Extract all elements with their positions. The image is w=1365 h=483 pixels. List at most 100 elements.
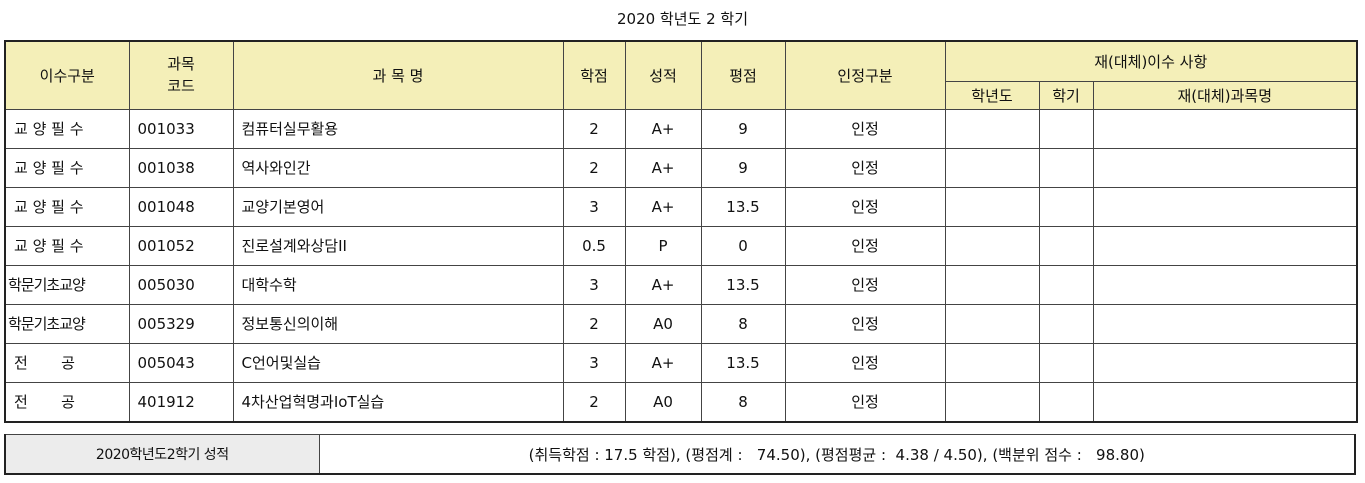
cell-point: 9 (700, 147, 786, 188)
cell-recognition: 인정 (784, 381, 946, 422)
cell-name: 4차산업혁명과IoT실습 (232, 381, 564, 422)
cell-name: C언어및실습 (232, 342, 564, 383)
cell-retake-year (944, 264, 1040, 305)
summary-value: (취득학점 : 17.5 학점), (평점계 : 74.50), (평점평균 :… (318, 434, 1356, 475)
cell-credit: 2 (562, 108, 626, 149)
header-grade: 성적 (624, 40, 702, 110)
cell-retake-term (1038, 108, 1094, 149)
summary-row: 2020학년도2학기 성적 (취득학점 : 17.5 학점), (평점계 : 7… (4, 434, 1356, 475)
cell-name: 대학수학 (232, 264, 564, 305)
cell-retake-year (944, 147, 1040, 188)
cell-name: 역사와인간 (232, 147, 564, 188)
table-row: 교 양 필 수 001033 컴퓨터실무활용 2 A+ 9 인정 (4, 108, 1358, 149)
cell-category: 전 공 (4, 381, 130, 422)
cell-retake-term (1038, 342, 1094, 383)
cell-code: 005043 (128, 342, 234, 383)
cell-credit: 3 (562, 264, 626, 305)
header-name: 과 목 명 (232, 40, 564, 110)
cell-name: 교양기본영어 (232, 186, 564, 227)
cell-name: 진로설계와상담II (232, 225, 564, 266)
cell-code: 005329 (128, 303, 234, 344)
header-retake-name: 재(대체)과목명 (1092, 80, 1358, 110)
cell-name: 정보통신의이해 (232, 303, 564, 344)
cell-retake-term (1038, 225, 1094, 266)
cell-credit: 2 (562, 147, 626, 188)
cell-retake-name (1092, 264, 1358, 305)
cell-category: 교 양 필 수 (4, 108, 130, 149)
header-retake-group: 재(대체)이수 사항 (944, 40, 1358, 82)
table-row: 교 양 필 수 001038 역사와인간 2 A+ 9 인정 (4, 147, 1358, 188)
cell-recognition: 인정 (784, 147, 946, 188)
cell-grade: A+ (624, 342, 702, 383)
table-row: 학문기초교양 005030 대학수학 3 A+ 13.5 인정 (4, 264, 1358, 305)
cell-retake-year (944, 108, 1040, 149)
cell-grade: P (624, 225, 702, 266)
cell-retake-year (944, 303, 1040, 344)
cell-credit: 3 (562, 186, 626, 227)
cell-point: 13.5 (700, 264, 786, 305)
cell-retake-year (944, 381, 1040, 422)
cell-category: 학문기초교양 (4, 303, 130, 344)
table-row: 학문기초교양 005329 정보통신의이해 2 A0 8 인정 (4, 303, 1358, 344)
cell-retake-name (1092, 108, 1358, 149)
summary-label: 2020학년도2학기 성적 (4, 434, 320, 475)
table-row: 교 양 필 수 001048 교양기본영어 3 A+ 13.5 인정 (4, 186, 1358, 227)
header-row: 이수구분 과목 코드 과 목 명 학점 성적 평점 인정구분 재(대체)이수 사… (4, 40, 1358, 110)
table-row: 전 공 401912 4차산업혁명과IoT실습 2 A0 8 인정 (4, 381, 1358, 422)
cell-retake-name (1092, 381, 1358, 422)
cell-recognition: 인정 (784, 303, 946, 344)
cell-retake-year (944, 342, 1040, 383)
cell-category: 교 양 필 수 (4, 147, 130, 188)
cell-recognition: 인정 (784, 264, 946, 305)
cell-code: 001052 (128, 225, 234, 266)
cell-retake-name (1092, 147, 1358, 188)
cell-point: 0 (700, 225, 786, 266)
table-row: 전 공 005043 C언어및실습 3 A+ 13.5 인정 (4, 342, 1358, 383)
cell-grade: A0 (624, 303, 702, 344)
cell-category: 학문기초교양 (4, 264, 130, 305)
cell-point: 13.5 (700, 186, 786, 227)
header-point: 평점 (700, 40, 786, 110)
cell-recognition: 인정 (784, 225, 946, 266)
cell-retake-term (1038, 303, 1094, 344)
cell-credit: 3 (562, 342, 626, 383)
cell-recognition: 인정 (784, 342, 946, 383)
header-recognition: 인정구분 (784, 40, 946, 110)
cell-code: 001033 (128, 108, 234, 149)
cell-category: 교 양 필 수 (4, 225, 130, 266)
cell-grade: A+ (624, 147, 702, 188)
cell-retake-name (1092, 303, 1358, 344)
header-retake-year: 학년도 (944, 80, 1040, 110)
cell-code: 401912 (128, 381, 234, 422)
table-row: 교 양 필 수 001052 진로설계와상담II 0.5 P 0 인정 (4, 225, 1358, 266)
cell-credit: 0.5 (562, 225, 626, 266)
cell-category: 교 양 필 수 (4, 186, 130, 227)
cell-category: 전 공 (4, 342, 130, 383)
header-retake-term: 학기 (1038, 80, 1094, 110)
cell-point: 9 (700, 108, 786, 149)
cell-credit: 2 (562, 381, 626, 422)
cell-retake-name (1092, 186, 1358, 227)
cell-retake-term (1038, 381, 1094, 422)
cell-point: 8 (700, 381, 786, 422)
cell-recognition: 인정 (784, 108, 946, 149)
cell-retake-year (944, 186, 1040, 227)
grades-table: 이수구분 과목 코드 과 목 명 학점 성적 평점 인정구분 재(대체)이수 사… (4, 40, 1358, 423)
cell-code: 005030 (128, 264, 234, 305)
cell-recognition: 인정 (784, 186, 946, 227)
cell-point: 13.5 (700, 342, 786, 383)
cell-grade: A+ (624, 186, 702, 227)
cell-code: 001038 (128, 147, 234, 188)
cell-grade: A0 (624, 381, 702, 422)
cell-retake-name (1092, 225, 1358, 266)
cell-retake-name (1092, 342, 1358, 383)
page-title: 2020 학년도 2 학기 (616, 10, 749, 28)
cell-grade: A+ (624, 264, 702, 305)
header-code: 과목 코드 (128, 40, 234, 110)
header-category: 이수구분 (4, 40, 130, 110)
cell-credit: 2 (562, 303, 626, 344)
cell-grade: A+ (624, 108, 702, 149)
summary-table: 2020학년도2학기 성적 (취득학점 : 17.5 학점), (평점계 : 7… (4, 434, 1356, 475)
header-credit: 학점 (562, 40, 626, 110)
cell-retake-term (1038, 147, 1094, 188)
